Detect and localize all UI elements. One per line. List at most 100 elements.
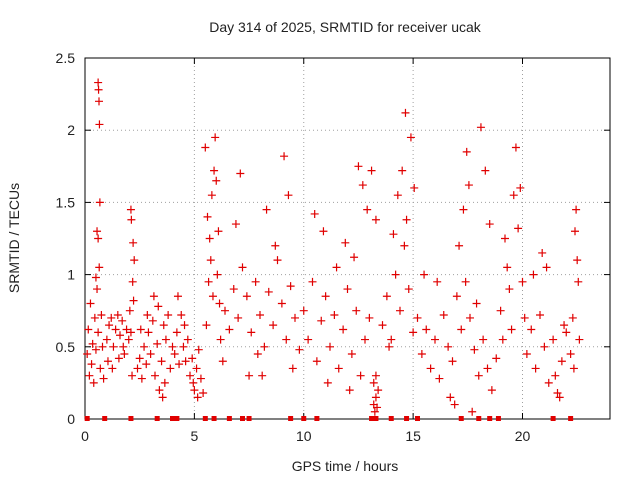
data-point <box>102 335 111 344</box>
data-point <box>142 360 151 369</box>
data-point <box>282 335 291 344</box>
baseline-point <box>476 416 482 421</box>
data-point <box>133 364 142 373</box>
data-point <box>481 166 490 175</box>
data-point <box>540 342 549 351</box>
data-point <box>373 403 382 412</box>
data-point <box>299 306 308 315</box>
data-point <box>516 183 525 192</box>
x-tick-label: 15 <box>405 428 421 444</box>
data-point <box>127 215 136 224</box>
data-point <box>160 378 169 387</box>
data-point <box>542 263 551 272</box>
data-point <box>367 166 376 175</box>
baseline-point <box>458 416 464 421</box>
data-point <box>109 342 118 351</box>
baseline-point <box>568 416 574 421</box>
chart-title: Day 314 of 2025, SRMTID for receiver uca… <box>209 19 482 35</box>
data-point <box>371 393 380 402</box>
data-point <box>128 277 137 286</box>
data-point <box>118 316 127 325</box>
data-point <box>295 345 304 354</box>
data-point <box>158 393 167 402</box>
x-tick-label: 10 <box>296 428 312 444</box>
data-point <box>203 212 212 221</box>
data-point <box>433 277 442 286</box>
data-point <box>143 311 152 320</box>
data-point <box>89 378 98 387</box>
data-point <box>560 321 569 330</box>
data-point <box>94 328 103 337</box>
data-point <box>468 407 477 416</box>
data-point <box>483 364 492 373</box>
data-point <box>128 371 137 380</box>
data-point <box>562 328 571 337</box>
data-point <box>129 296 138 305</box>
data-point <box>157 357 166 366</box>
data-point <box>95 198 104 207</box>
x-tick-label: 5 <box>190 428 198 444</box>
y-tick-label: 0 <box>67 411 75 427</box>
data-point <box>221 306 229 315</box>
data-point <box>470 345 479 354</box>
data-point <box>406 133 415 142</box>
data-point <box>149 292 158 301</box>
data-point <box>566 350 575 359</box>
data-point <box>354 162 363 171</box>
baseline-point <box>240 416 245 421</box>
data-point <box>370 407 379 416</box>
data-point <box>557 357 566 366</box>
data-point <box>350 253 359 262</box>
data-point <box>487 386 496 395</box>
data-point <box>452 292 461 301</box>
data-point <box>83 350 92 359</box>
data-point <box>466 313 474 322</box>
data-point <box>520 313 529 322</box>
data-point <box>277 299 286 308</box>
data-point <box>190 386 199 395</box>
baseline-point <box>246 416 252 421</box>
data-point <box>398 166 407 175</box>
data-point <box>168 342 177 351</box>
data-point <box>462 147 471 156</box>
data-point <box>455 241 464 250</box>
data-point <box>387 335 396 344</box>
data-point <box>568 313 577 322</box>
x-axis-label: GPS time / hours <box>292 458 399 474</box>
data-point <box>192 364 201 373</box>
data-point <box>91 273 100 282</box>
data-point <box>369 378 378 387</box>
data-point <box>518 277 527 286</box>
data-point <box>161 335 170 344</box>
data-point <box>189 378 198 387</box>
data-point <box>317 316 326 325</box>
data-point <box>94 234 103 243</box>
data-point <box>426 364 435 373</box>
data-point <box>95 120 104 129</box>
data-point <box>120 350 129 359</box>
data-point <box>485 220 494 229</box>
data-point <box>234 313 243 322</box>
data-point <box>264 287 273 296</box>
data-point <box>345 386 354 395</box>
data-point <box>459 205 468 214</box>
data-point <box>400 241 409 250</box>
baseline-point <box>415 416 420 421</box>
data-point <box>365 313 374 322</box>
data-point <box>94 85 103 94</box>
data-point <box>479 335 488 344</box>
data-point <box>410 183 419 192</box>
data-point <box>213 270 222 279</box>
data-point <box>181 357 190 366</box>
data-point <box>175 360 184 369</box>
data-point <box>164 311 173 320</box>
data-point <box>271 241 280 250</box>
data-point <box>108 364 117 373</box>
data-point <box>457 325 466 334</box>
data-point <box>262 205 271 214</box>
data-point <box>124 335 133 344</box>
data-point <box>507 325 516 334</box>
baseline-point <box>369 416 375 421</box>
data-points <box>83 78 584 421</box>
data-point <box>238 263 247 272</box>
